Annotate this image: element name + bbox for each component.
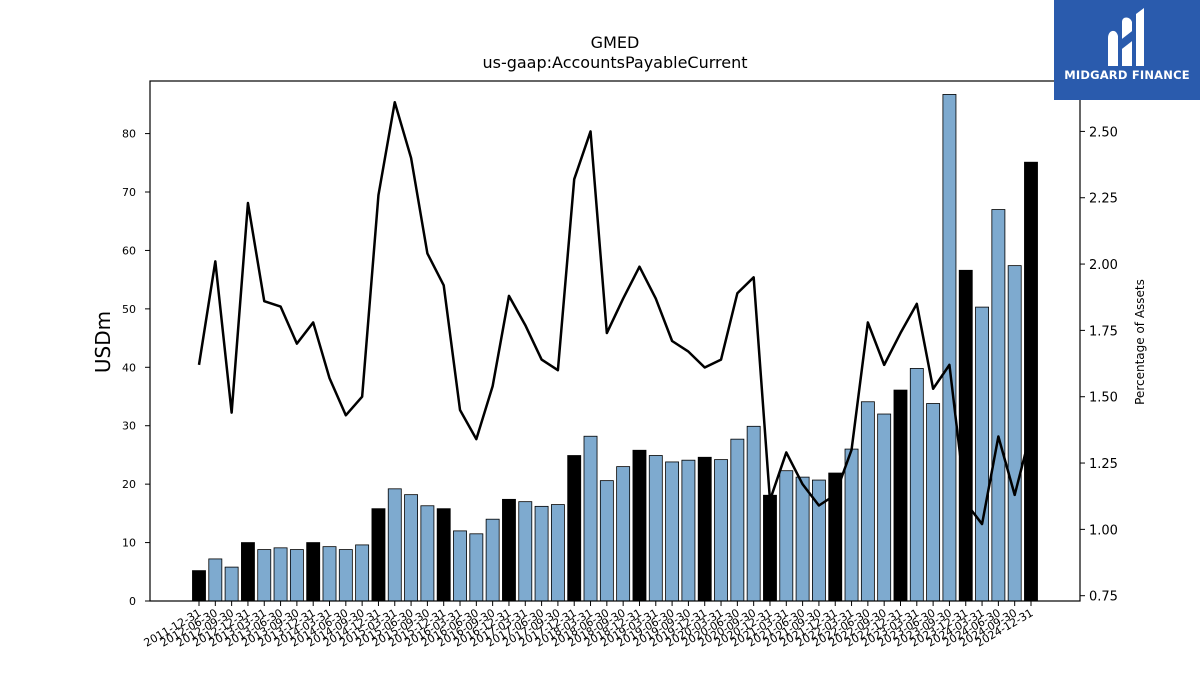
bar-2012-09-30 [224, 566, 239, 602]
y2-tick-label: 1.00 [1089, 523, 1118, 538]
y2-tick-label: 2.00 [1089, 258, 1118, 273]
y-tick-label: 70 [122, 186, 136, 199]
midgard-logo-icon [1108, 8, 1144, 66]
bar-2014-06-30 [338, 549, 353, 602]
bar-2018-03-31 [583, 435, 598, 602]
bar-2019-03-31 [648, 455, 663, 602]
bar-2018-09-30 [616, 466, 631, 602]
bar-2018-06-30 [599, 480, 614, 602]
y2-tick-label: 2.50 [1089, 125, 1118, 140]
y-tick-label: 60 [122, 244, 136, 257]
bar-2022-12-31 [893, 389, 908, 602]
bar-2016-03-31 [453, 530, 467, 602]
bar-2014-03-31 [322, 546, 337, 602]
logo-text: MIDGARD FINANCE [1064, 68, 1190, 82]
y-tick-label: 30 [122, 420, 136, 433]
bar-2013-03-31 [257, 549, 272, 602]
bar-2023-12-31 [958, 269, 973, 602]
y2-tick-label: 1.75 [1089, 324, 1118, 339]
bar-2017-06-30 [534, 505, 549, 602]
bar-2016-06-30 [469, 533, 484, 602]
y2-tick-label: 2.25 [1089, 192, 1118, 207]
bar-2017-03-31 [518, 501, 533, 602]
y2-tick-label: 1.50 [1089, 391, 1118, 406]
bar-2023-09-30 [942, 94, 957, 602]
bar-2024-12-31 [1024, 161, 1038, 602]
bar-2020-06-30 [730, 438, 745, 602]
bars-group [192, 94, 1038, 602]
brand-logo: MIDGARD FINANCE [1054, 0, 1200, 100]
axes-group: 0 10 20 30 40 50 60 70 80 0.75 1.00 1.25 1.50 1.75 2.0… [122, 80, 1118, 650]
bar-2014-12-31 [371, 508, 386, 602]
bar-2015-03-31 [387, 488, 402, 602]
bar-2016-12-31 [502, 498, 516, 602]
bar-2023-03-31 [909, 368, 924, 602]
percentage-of-assets-line [197, 100, 1033, 526]
y-tick-label: 0 [129, 595, 136, 608]
bar-2016-09-30 [485, 518, 500, 602]
bar-2020-12-31 [763, 494, 777, 602]
bar-2019-09-30 [681, 459, 696, 602]
bar-2017-09-30 [550, 504, 565, 602]
bar-2022-06-30 [860, 401, 875, 602]
percentage-line-group [197, 100, 1033, 526]
bar-2012-06-30 [208, 558, 223, 602]
y2-axis-label: Percentage of Assets [1133, 279, 1147, 405]
bar-2024-03-31 [975, 306, 989, 602]
bar-2012-12-31 [241, 542, 255, 602]
bar-2013-06-30 [273, 547, 288, 602]
y-axis-label: USDm [91, 311, 115, 373]
y2-tick-label: 0.75 [1089, 590, 1118, 605]
bar-2019-12-31 [697, 456, 712, 602]
y-tick-label: 80 [122, 128, 136, 141]
bar-2015-12-31 [436, 508, 451, 602]
bar-2020-03-31 [714, 459, 728, 602]
bar-2013-09-30 [289, 549, 304, 602]
plot-frame [149, 80, 1081, 602]
bar-2021-06-30 [795, 476, 810, 602]
bar-2024-09-30 [1007, 265, 1022, 602]
bar-2014-09-30 [355, 544, 370, 602]
y-tick-label: 20 [122, 478, 136, 491]
bar-2019-06-30 [665, 461, 680, 602]
y-tick-label: 10 [122, 537, 136, 550]
bar-2023-06-30 [926, 403, 941, 602]
chart-subtitle: us-gaap:AccountsPayableCurrent [482, 53, 747, 72]
chart-title: GMED [591, 33, 640, 52]
bar-2015-06-30 [404, 494, 418, 602]
y-tick-label: 50 [122, 303, 136, 316]
bar-2020-09-30 [746, 425, 761, 602]
y-tick-label: 40 [122, 361, 136, 374]
y2-tick-label: 1.25 [1089, 457, 1118, 472]
bar-2018-12-31 [632, 449, 647, 602]
bar-2013-12-31 [306, 542, 321, 602]
bar-2017-12-31 [567, 455, 582, 602]
bar-2022-09-30 [877, 413, 892, 602]
bar-2024-06-30 [991, 209, 1006, 602]
bar-2022-03-31 [844, 448, 859, 602]
bar-2015-09-30 [420, 505, 435, 602]
bar-2021-03-31 [779, 470, 794, 602]
bar-2011-12-31 [192, 570, 206, 602]
